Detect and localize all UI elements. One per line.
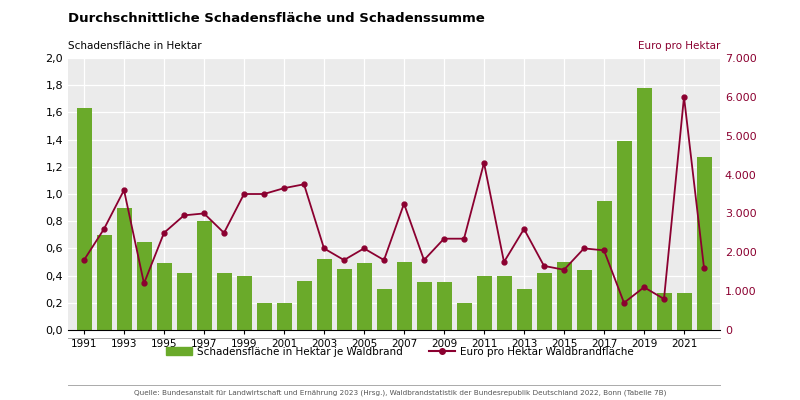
Euro pro Hektar Waldbrandfläche (299, 182, 309, 187)
Euro pro Hektar Waldbrandfläche (619, 300, 629, 305)
Euro pro Hektar Waldbrandfläche (539, 264, 549, 268)
Euro pro Hektar Waldbrandfläche (359, 246, 369, 251)
Bar (137, 242, 151, 330)
Euro pro Hektar Waldbrandfläche (519, 226, 529, 231)
Bar (317, 259, 331, 330)
Bar (397, 262, 411, 330)
Bar (217, 273, 231, 330)
Text: Quelle: Bundesanstalt für Landwirtschaft und Ernährung 2023 (Hrsg.), Waldbrandst: Quelle: Bundesanstalt für Landwirtschaft… (134, 390, 666, 396)
Euro pro Hektar Waldbrandfläche (119, 188, 129, 192)
Euro pro Hektar Waldbrandfläche (639, 285, 649, 290)
Euro pro Hektar Waldbrandfläche (579, 246, 589, 251)
Euro pro Hektar Waldbrandfläche (419, 258, 429, 262)
Bar (617, 141, 631, 330)
Euro pro Hektar Waldbrandfläche (559, 267, 569, 272)
Bar (337, 269, 351, 330)
Bar (537, 273, 551, 330)
Euro pro Hektar Waldbrandfläche (319, 246, 329, 251)
Bar (437, 282, 451, 330)
Text: Schadensfläche in Hektar: Schadensfläche in Hektar (68, 41, 202, 51)
Euro pro Hektar Waldbrandfläche (599, 248, 609, 253)
Euro pro Hektar Waldbrandfläche (279, 186, 289, 190)
Bar (697, 157, 711, 330)
Euro pro Hektar Waldbrandfläche (699, 266, 709, 270)
Bar (117, 208, 131, 330)
Euro pro Hektar Waldbrandfläche (99, 226, 109, 231)
Bar (657, 293, 671, 330)
Euro pro Hektar Waldbrandfläche (659, 296, 669, 301)
Euro pro Hektar Waldbrandfläche (159, 230, 169, 235)
Euro pro Hektar Waldbrandfläche (199, 211, 209, 216)
Bar (357, 263, 371, 330)
Euro pro Hektar Waldbrandfläche (439, 236, 449, 241)
Text: Euro pro Hektar: Euro pro Hektar (638, 41, 720, 51)
Bar (477, 276, 491, 330)
Bar (677, 293, 691, 330)
Bar (517, 289, 531, 330)
Euro pro Hektar Waldbrandfläche (339, 258, 349, 262)
Bar (377, 289, 391, 330)
Text: Durchschnittliche Schadensfläche und Schadenssumme: Durchschnittliche Schadensfläche und Sch… (68, 12, 485, 25)
Euro pro Hektar Waldbrandfläche (459, 236, 469, 241)
Euro pro Hektar Waldbrandfläche (259, 192, 269, 196)
Line: Euro pro Hektar Waldbrandfläche: Euro pro Hektar Waldbrandfläche (82, 94, 706, 305)
Euro pro Hektar Waldbrandfläche (499, 260, 509, 264)
Legend: Schadensfläche in Hektar je Waldbrand, Euro pro Hektar Waldbrandfläche: Schadensfläche in Hektar je Waldbrand, E… (162, 342, 638, 361)
Euro pro Hektar Waldbrandfläche (379, 258, 389, 262)
Bar (157, 263, 171, 330)
Bar (557, 262, 571, 330)
Bar (577, 270, 591, 330)
Euro pro Hektar Waldbrandfläche (479, 160, 489, 165)
Bar (197, 221, 211, 330)
Bar (257, 303, 271, 330)
Euro pro Hektar Waldbrandfläche (399, 201, 409, 206)
Euro pro Hektar Waldbrandfläche (179, 213, 189, 218)
Bar (497, 276, 511, 330)
Euro pro Hektar Waldbrandfläche (219, 230, 229, 235)
Bar (77, 108, 91, 330)
Bar (457, 303, 471, 330)
Bar (237, 276, 251, 330)
Euro pro Hektar Waldbrandfläche (239, 192, 249, 196)
Euro pro Hektar Waldbrandfläche (139, 281, 149, 286)
Bar (417, 282, 431, 330)
Bar (297, 281, 311, 330)
Bar (97, 235, 111, 330)
Bar (177, 273, 191, 330)
Bar (637, 88, 651, 330)
Bar (597, 201, 611, 330)
Bar (277, 303, 291, 330)
Euro pro Hektar Waldbrandfläche (679, 94, 689, 99)
Euro pro Hektar Waldbrandfläche (79, 258, 89, 262)
